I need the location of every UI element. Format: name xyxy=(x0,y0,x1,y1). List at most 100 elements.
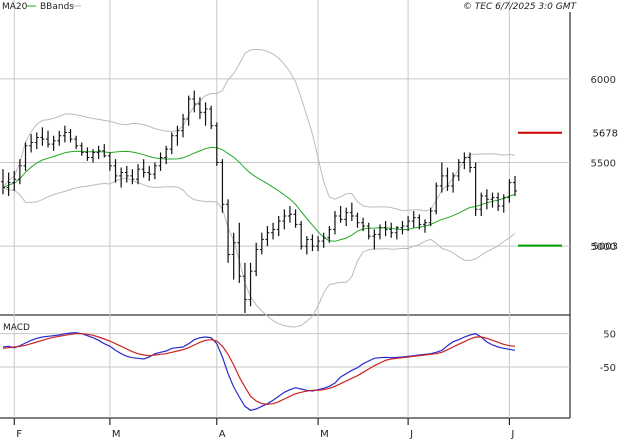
level-label-5003: 5003 xyxy=(593,242,618,253)
ohlc-bar xyxy=(383,221,388,237)
ohlc-bar xyxy=(46,130,51,148)
ohlc-bar xyxy=(271,222,276,240)
ma20-path xyxy=(2,146,516,242)
ohlc-bar xyxy=(57,130,62,146)
ohlc-bar xyxy=(136,164,141,185)
ohlc-bar xyxy=(113,159,118,183)
ohlc-bar xyxy=(304,236,309,255)
ohlc-bar xyxy=(91,149,96,163)
ohlc-bar xyxy=(462,152,467,170)
ohlc-bar xyxy=(214,122,219,166)
ohlc-bar xyxy=(40,127,45,146)
ohlc-bar xyxy=(175,125,180,146)
x-tick-label: M xyxy=(112,429,121,440)
ohlc-bar xyxy=(220,159,225,213)
x-tick-label: A xyxy=(219,429,226,440)
ohlc-bar xyxy=(456,159,461,181)
candlesticks xyxy=(1,90,517,313)
ohlc-bar xyxy=(141,159,146,178)
ohlc-bar xyxy=(501,194,506,213)
ohlc-bar xyxy=(422,219,427,233)
ohlc-bar xyxy=(394,226,399,240)
ohlc-bar xyxy=(473,162,478,217)
ohlc-bar xyxy=(34,132,39,150)
ohlc-bar xyxy=(1,169,5,195)
x-tick-label: M xyxy=(320,429,329,440)
ohlc-bar xyxy=(451,172,456,193)
ohlc-bar xyxy=(276,216,281,237)
ohlc-bar xyxy=(332,210,337,235)
legend-bbands: BBands xyxy=(40,2,74,12)
x-tick-label: J xyxy=(510,429,514,440)
ohlc-bar xyxy=(203,102,208,126)
ohlc-bar xyxy=(293,209,298,228)
ohlc-bar xyxy=(68,129,73,143)
ohlc-bar xyxy=(254,242,259,277)
ohlc-bar xyxy=(406,216,411,232)
x-tick-label: J xyxy=(409,429,413,440)
ohlc-bar xyxy=(12,170,17,191)
ohlc-bar xyxy=(192,90,197,113)
ohlc-bar xyxy=(248,262,253,307)
macd-y-tick-label: -50 xyxy=(600,363,616,374)
y-tick-labels: 6000 5500 5000 50 -50 xyxy=(591,75,616,374)
ohlc-bar xyxy=(197,97,202,120)
macd-label: MACD xyxy=(3,323,30,333)
legend-ma20: MA20 xyxy=(2,2,28,12)
ohlc-bar xyxy=(119,167,124,188)
ohlc-bar xyxy=(226,199,231,263)
macd-y-tick-label: 50 xyxy=(603,330,616,341)
ohlc-bar xyxy=(400,221,405,235)
ohlc-bar xyxy=(445,167,450,191)
ohlc-bar xyxy=(439,162,444,193)
ohlc-bar xyxy=(338,205,343,223)
ohlc-bar xyxy=(124,165,129,183)
ohlc-bar xyxy=(417,214,422,230)
ohlc-bar xyxy=(349,202,354,222)
ohlc-bar xyxy=(29,134,34,153)
ohlc-bar xyxy=(361,217,366,232)
ohlc-bar xyxy=(147,165,152,181)
macd-series-signal xyxy=(2,333,516,405)
macd-lines xyxy=(2,332,516,411)
ohlc-bar xyxy=(355,212,360,228)
price-levels: 5678 5003 xyxy=(518,129,618,253)
ohlc-bar xyxy=(231,232,236,280)
ohlc-bar xyxy=(181,114,186,138)
ohlc-bar xyxy=(389,222,394,238)
ohlc-bar xyxy=(169,132,174,155)
ohlc-bar xyxy=(152,162,157,180)
ohlc-bar xyxy=(102,144,107,158)
ohlc-bar xyxy=(467,152,472,173)
ohlc-bar xyxy=(23,142,28,171)
ohlc-bar xyxy=(186,95,191,126)
ohlc-bar xyxy=(484,189,489,210)
y-tick-label: 5000 xyxy=(591,242,616,253)
ohlc-bar xyxy=(51,135,56,151)
macd-series-macd xyxy=(2,332,516,411)
ohlc-bar xyxy=(434,182,439,215)
ohlc-bar xyxy=(164,145,169,165)
ohlc-bar xyxy=(299,221,304,250)
bband-upper xyxy=(2,48,516,212)
ohlc-bar xyxy=(327,226,332,243)
ohlc-bar xyxy=(513,175,517,196)
bband-lower xyxy=(2,177,516,328)
y-tick-label: 6000 xyxy=(591,75,616,86)
ma20-line xyxy=(2,146,516,242)
ohlc-bar xyxy=(479,192,484,217)
ohlc-bar xyxy=(6,172,11,196)
x-tick-label: F xyxy=(16,429,22,440)
level-label-5678: 5678 xyxy=(593,129,618,140)
grid xyxy=(0,0,570,418)
ohlc-bar xyxy=(287,205,292,223)
ohlc-bar xyxy=(107,152,112,171)
ohlc-bar xyxy=(85,147,90,161)
ohlc-bar xyxy=(62,125,67,143)
ohlc-bar xyxy=(209,105,214,130)
ohlc-bar xyxy=(321,232,326,248)
ohlc-bar xyxy=(372,229,377,250)
ohlc-bar xyxy=(158,152,163,171)
